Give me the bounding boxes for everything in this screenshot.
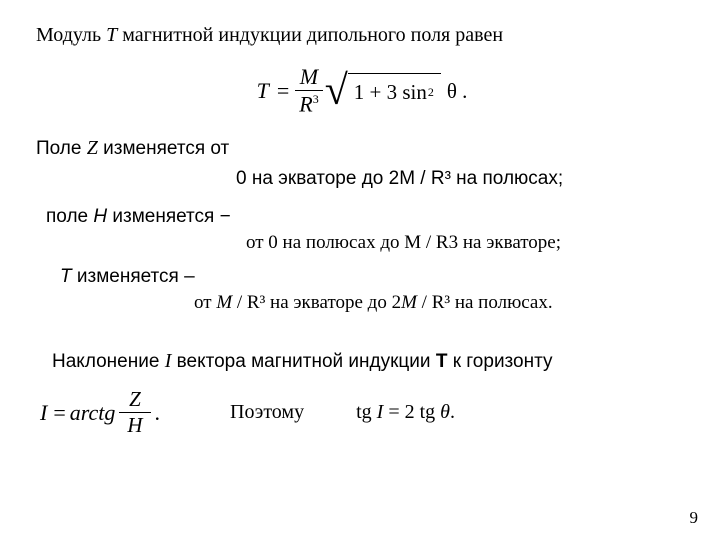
f2-dot: . bbox=[155, 400, 161, 426]
tg-dot: . bbox=[450, 401, 455, 423]
frac-num: M bbox=[296, 66, 322, 88]
f2-eq: = bbox=[53, 400, 65, 426]
f2-num: Z bbox=[125, 389, 145, 410]
tr-mid2: / R³ на полюсах. bbox=[417, 292, 553, 313]
h-range: от 0 на полюсах до M / R3 на экваторе; bbox=[246, 232, 684, 254]
z-post: изменяется от bbox=[98, 138, 229, 159]
z-pre: Поле bbox=[36, 138, 87, 159]
h-line: поле H изменяется − bbox=[46, 206, 684, 228]
radical-sign-icon: √ bbox=[325, 70, 348, 112]
tg-mid: = 2 tg bbox=[383, 401, 440, 423]
incl-post: к горизонту bbox=[447, 351, 552, 372]
radicand: 1 + 3 sin2 bbox=[348, 73, 441, 110]
h-var: H bbox=[93, 206, 107, 227]
t-post: изменяется – bbox=[72, 266, 195, 287]
h-post: изменяется − bbox=[107, 206, 231, 227]
tr-pre: от bbox=[194, 292, 216, 313]
tr-mid1: / R³ на экваторе до 2 bbox=[232, 292, 401, 313]
t-line: T изменяется – bbox=[60, 266, 684, 288]
incl-pre: Наклонение bbox=[52, 351, 165, 372]
z-range-text: 0 на экваторе до 2M / R³ на полюсах; bbox=[236, 168, 563, 189]
f2-frac: Z H bbox=[123, 389, 146, 436]
title-post: магнитной индукции дипольного поля равен bbox=[117, 24, 503, 46]
tg-pre: tg bbox=[356, 401, 377, 423]
formula-radical: √ 1 + 3 sin2 bbox=[325, 70, 441, 112]
den-base: R bbox=[299, 92, 312, 117]
tr-m2: M bbox=[401, 292, 417, 313]
therefore: Поэтому bbox=[230, 401, 304, 424]
den-exp: 3 bbox=[313, 92, 319, 106]
h-pre: поле bbox=[46, 206, 93, 227]
formula-inclination: I = arctg Z H . bbox=[40, 389, 160, 436]
tr-m1: M bbox=[216, 292, 232, 313]
rad-prefix: 1 + 3 sin bbox=[354, 80, 427, 105]
title-line: Модуль Т магнитной индукции дипольного п… bbox=[36, 22, 684, 49]
rad-exp: 2 bbox=[428, 85, 434, 100]
incl-mid: вектора магнитной индукции bbox=[171, 351, 435, 372]
f2-arctg: arctg bbox=[70, 400, 116, 426]
t-range: от M / R³ на экваторе до 2M / R³ на полю… bbox=[194, 292, 684, 314]
tg-result: tg I = 2 tg θ. bbox=[356, 401, 455, 424]
formula-dipole-field: T = M R3 √ 1 + 3 sin2 θ . bbox=[36, 63, 684, 119]
frac-den: R3 bbox=[295, 93, 322, 115]
inclination-line: Наклонение I вектора магнитной индукции … bbox=[52, 348, 684, 375]
formula-eq: = bbox=[277, 78, 289, 104]
page-number: 9 bbox=[690, 508, 699, 528]
z-var: Z bbox=[87, 137, 98, 159]
t-var: T bbox=[60, 266, 72, 287]
incl-T: T bbox=[436, 351, 448, 372]
f2-I: I bbox=[40, 400, 47, 426]
tg-theta: θ bbox=[440, 401, 450, 423]
h-range-text: от 0 на полюсах до M / R3 на экваторе; bbox=[246, 232, 561, 253]
theta-period: . bbox=[462, 79, 467, 103]
z-line: Поле Z изменяется от bbox=[36, 135, 684, 162]
z-range: 0 на экваторе до 2M / R³ на полюсах; bbox=[236, 168, 684, 190]
f2-den: H bbox=[123, 415, 146, 436]
formula-theta: θ . bbox=[447, 79, 468, 104]
formula-fraction: M R3 bbox=[295, 66, 322, 115]
theta-symbol: θ bbox=[447, 79, 457, 103]
formula-T: T bbox=[257, 78, 269, 104]
title-pre: Модуль bbox=[36, 24, 106, 46]
title-T: Т bbox=[106, 24, 117, 46]
bottom-row: I = arctg Z H . Поэтому tg I = 2 tg θ. bbox=[40, 389, 684, 436]
